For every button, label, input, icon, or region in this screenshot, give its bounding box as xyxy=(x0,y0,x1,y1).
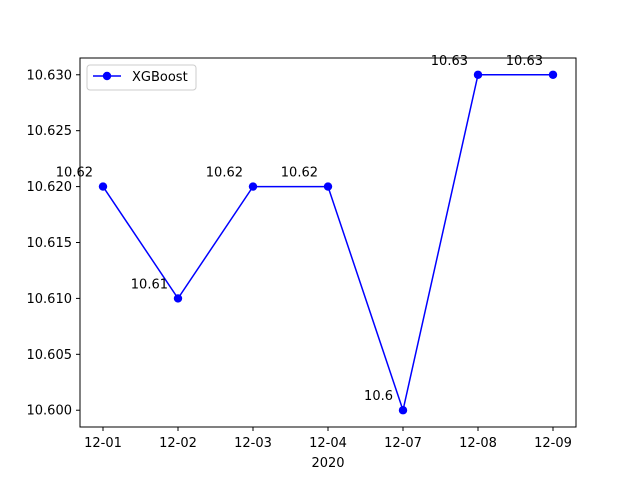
data-label-6: 10.63 xyxy=(506,54,543,69)
y-tick-label-5: 10.625 xyxy=(27,124,73,139)
x-tick-label-4: 12-07 xyxy=(384,436,422,451)
x-axis-label: 2020 xyxy=(311,456,344,471)
data-label-1: 10.61 xyxy=(131,277,168,292)
y-tick-label-2: 10.610 xyxy=(27,292,73,307)
legend-marker-sample xyxy=(102,71,112,81)
data-labels: 10.62 10.61 10.62 10.62 10.6 10.63 10.63 xyxy=(56,54,543,404)
data-label-4: 10.6 xyxy=(364,389,393,404)
x-axis: 12-01 12-02 12-03 12-04 12-07 12-08 12-09 xyxy=(84,427,572,451)
plot-area-frame xyxy=(79,57,577,428)
data-label-3: 10.62 xyxy=(281,166,318,181)
x-tick-label-6: 12-09 xyxy=(534,436,572,451)
legend: XGBoost xyxy=(86,64,197,91)
data-point-6 xyxy=(548,70,558,79)
series-line-xgboost xyxy=(102,74,553,414)
x-tick-label-1: 12-02 xyxy=(159,436,197,451)
y-tick-label-6: 10.630 xyxy=(27,68,73,83)
data-label-2: 10.62 xyxy=(206,166,243,181)
data-label-0: 10.62 xyxy=(56,166,93,181)
y-axis: 10.600 10.605 10.610 10.615 10.620 10.625 10.6… xyxy=(27,68,80,419)
y-tick-label-1: 10.605 xyxy=(27,348,73,363)
y-tick-label-0: 10.600 xyxy=(27,404,73,419)
data-point-5 xyxy=(473,70,483,79)
data-label-5: 10.63 xyxy=(431,54,468,69)
data-point-4 xyxy=(398,406,408,415)
data-point-2 xyxy=(248,182,258,191)
legend-box xyxy=(86,64,197,91)
y-tick-label-4: 10.620 xyxy=(27,180,73,195)
x-tick-label-0: 12-01 xyxy=(84,436,122,451)
x-tick-label-3: 12-04 xyxy=(309,436,347,451)
series-markers xyxy=(98,70,558,415)
data-point-1 xyxy=(173,294,183,303)
y-tick-label-3: 10.615 xyxy=(27,236,73,251)
data-point-3 xyxy=(323,182,333,191)
legend-entry-xgboost: XGBoost xyxy=(132,70,188,85)
x-tick-label-5: 12-08 xyxy=(459,436,497,451)
x-tick-label-2: 12-03 xyxy=(234,436,272,451)
data-point-0 xyxy=(98,182,108,191)
